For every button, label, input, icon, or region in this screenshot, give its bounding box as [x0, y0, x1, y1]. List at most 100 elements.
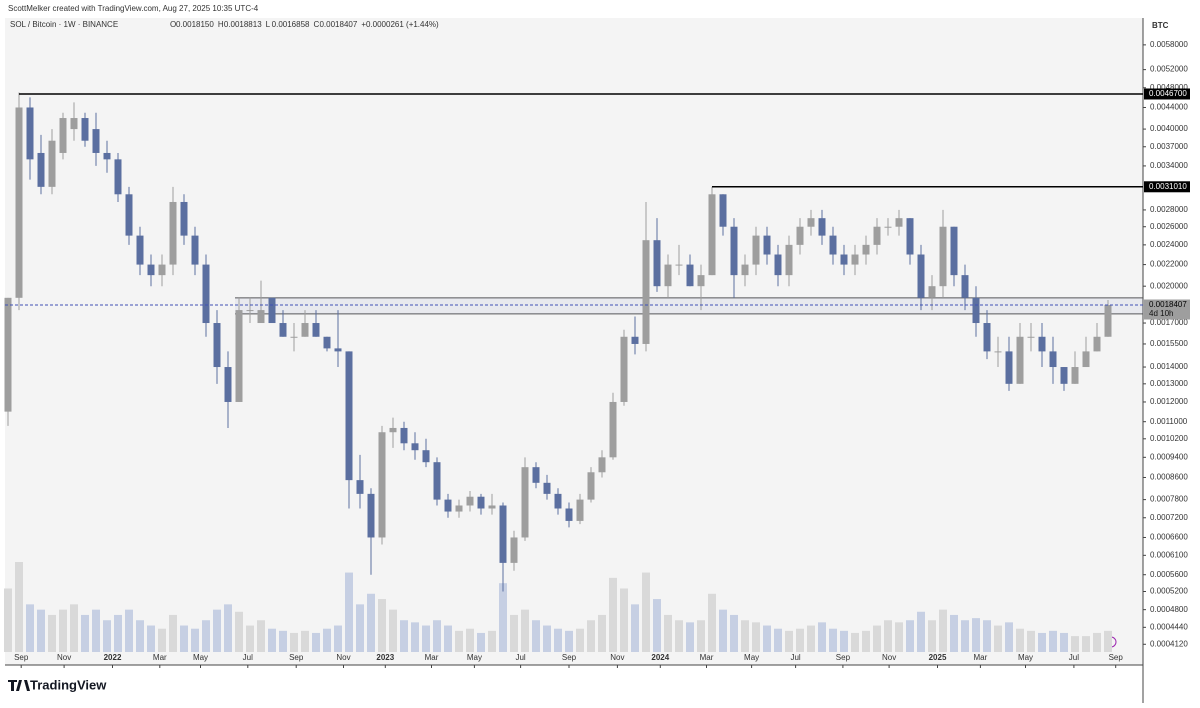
volume-bar [158, 628, 166, 652]
x-tick-label: Mar [425, 653, 439, 662]
x-tick-label: Sep [14, 653, 29, 662]
volume-bar [1049, 630, 1057, 652]
candle-body [191, 235, 199, 265]
volume-bar [488, 630, 496, 652]
candle-body [37, 152, 45, 187]
volume-bar [1038, 632, 1046, 652]
candle-body [1027, 336, 1035, 338]
candle-body [488, 505, 496, 509]
volume-bar [576, 628, 584, 652]
y-tick-label: 0.0037000 [1150, 142, 1188, 151]
volume-bar [15, 562, 23, 652]
volume-bar [730, 614, 738, 652]
candle-body [873, 226, 881, 245]
candle-body [939, 226, 947, 287]
candle-body [1016, 336, 1024, 384]
y-tick-label: 0.0020000 [1150, 281, 1188, 290]
logo-mark [8, 680, 30, 691]
candle-body [906, 218, 914, 255]
volume-bar [829, 628, 837, 652]
volume-bar [620, 588, 628, 652]
candle-body [587, 472, 595, 500]
volume-bar [554, 628, 562, 652]
volume-bar [686, 622, 694, 652]
candle-body [477, 496, 485, 509]
volume-bar [70, 604, 78, 652]
volume-bar [587, 620, 595, 652]
price-label: 0.0031010 [1149, 182, 1187, 191]
candle-body [631, 336, 639, 344]
volume-bar [290, 632, 298, 652]
volume-bar [532, 620, 540, 652]
ohlc-change: +0.0000261 (+1.44%) [361, 20, 439, 29]
volume-bar [763, 625, 771, 652]
candle-body [598, 457, 606, 473]
x-tick-label: Sep [289, 653, 304, 662]
candle-body [444, 499, 452, 512]
y-tick-label: 0.0007200 [1150, 513, 1188, 522]
currency: BTC [1152, 21, 1169, 30]
candle-body [785, 244, 793, 276]
volume-bar [246, 625, 254, 652]
volume-bar [1060, 632, 1068, 652]
volume-bar [268, 628, 276, 652]
x-tick-label: Sep [1109, 653, 1124, 662]
y-tick-label: 0.0058000 [1150, 40, 1188, 49]
volume-bar [323, 628, 331, 652]
candle-body [532, 467, 540, 483]
candle-body [1093, 336, 1101, 352]
candle-body [411, 443, 419, 451]
x-tick-label: Nov [882, 653, 896, 662]
volume-bar [455, 630, 463, 652]
volume-bar [609, 577, 617, 652]
volume-bar [752, 622, 760, 652]
y-tick-label: 0.0005600 [1150, 570, 1188, 579]
ohlc-key: O [170, 20, 176, 29]
candle-body [807, 218, 815, 227]
candle-body [708, 194, 716, 276]
x-tick-label: May [1018, 653, 1033, 662]
y-tick-label: 0.0040000 [1150, 124, 1188, 133]
candle-body [730, 226, 738, 276]
volume-bar [906, 620, 914, 652]
candle-body [983, 323, 991, 352]
price-label: 0.0018407 [1149, 300, 1187, 309]
x-tick-label: Mar [700, 653, 714, 662]
candle-body [4, 297, 12, 412]
candle-body [862, 244, 870, 255]
volume-bar [345, 572, 353, 652]
candle-body [554, 493, 562, 509]
volume-bar [961, 620, 969, 652]
candle-body [510, 537, 518, 563]
volume-bar [785, 630, 793, 652]
candle-body [70, 118, 78, 130]
volume-bar [1071, 636, 1079, 652]
y-tick-label: 0.0026000 [1150, 222, 1188, 231]
plot-background [5, 18, 1143, 665]
x-tick-label: Nov [610, 653, 624, 662]
candle-body [829, 235, 837, 255]
volume-bar [48, 614, 56, 652]
price-label-box [1144, 88, 1190, 100]
volume-bar [796, 628, 804, 652]
x-tick-label: Sep [836, 653, 851, 662]
candle-body [763, 235, 771, 255]
candle-body [301, 323, 309, 337]
y-tick-label: 0.0005200 [1150, 587, 1188, 596]
volume-bar [642, 572, 650, 652]
candle-body [246, 310, 254, 312]
volume-bar [972, 618, 980, 652]
candle-body [455, 505, 463, 512]
x-tick-label: Jul [1069, 653, 1079, 662]
y-tick-label: 0.0013000 [1150, 379, 1188, 388]
volume-bar [1027, 630, 1035, 652]
volume-bar [466, 628, 474, 652]
credit: ScottMelker created with TradingView.com… [8, 4, 259, 13]
candle-body [719, 194, 727, 227]
candle-body [972, 297, 980, 324]
x-tick-label: Mar [153, 653, 167, 662]
volume-bar [191, 628, 199, 652]
candle-body [389, 427, 397, 433]
candle-body [81, 118, 89, 141]
volume-bar [521, 609, 529, 652]
